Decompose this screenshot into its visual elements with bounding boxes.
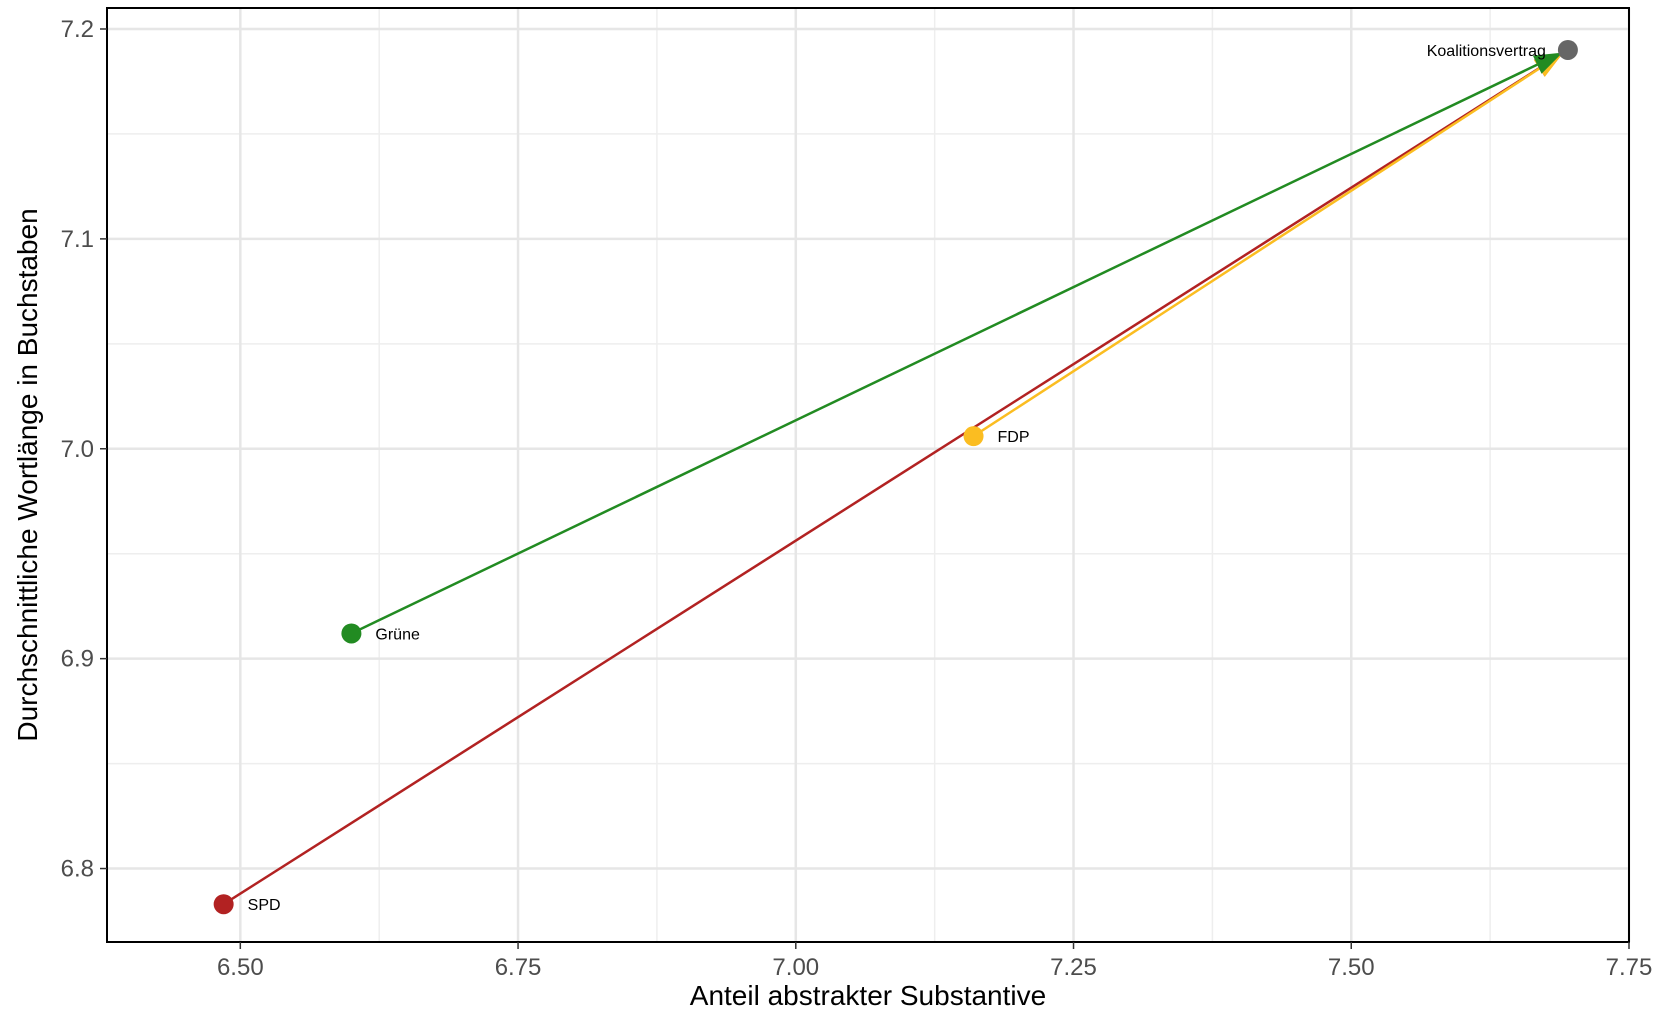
arrow-line-grüne: [350, 63, 1538, 635]
point-label-koalitionsvertrag: Koalitionsvertrag: [1427, 43, 1546, 60]
y-axis-ticks: 6.8 6.9 7.0 7.1 7.2: [61, 16, 107, 883]
arrows-layer: [222, 52, 1563, 906]
x-tick-label: 7.75: [1606, 954, 1653, 981]
y-axis-title: Durchschnittliche Wortlänge in Buchstabe…: [12, 208, 43, 741]
plot-background: [107, 8, 1629, 942]
x-tick-label: 7.25: [1050, 954, 1097, 981]
y-tick-label: 7.2: [61, 16, 94, 43]
point-label-fdp: FDP: [998, 429, 1030, 446]
x-tick-label: 7.50: [1328, 954, 1375, 981]
plot-border: [106, 7, 1630, 943]
x-tick-label: 7.00: [772, 954, 819, 981]
point-label-spd: SPD: [248, 897, 281, 914]
y-tick-label: 6.9: [61, 646, 94, 673]
point-gr-ne: [341, 623, 362, 644]
major-grid-horizontal: [107, 27, 1629, 870]
arrow-head-grüne: [1532, 52, 1563, 74]
point-labels-layer: SPD Grüne FDP Koalitionsvertrag: [248, 43, 1546, 914]
y-tick-label: 6.8: [61, 856, 94, 883]
point-fdp: [963, 426, 984, 447]
point-spd: [213, 894, 234, 915]
arrow-line-fdp: [972, 67, 1541, 438]
x-axis-ticks: 6.50 6.75 7.00 7.25 7.50 7.75: [217, 942, 1652, 981]
minor-grid-vertical: [378, 8, 1491, 942]
point-label-gr-ne: Grüne: [375, 626, 420, 643]
point-koalitionsvertrag: [1557, 39, 1578, 60]
x-tick-label: 6.50: [217, 954, 264, 981]
arrow-line-spd: [222, 67, 1540, 906]
x-tick-label: 6.75: [495, 954, 542, 981]
x-axis-title: Anteil abstrakter Substantive: [690, 980, 1046, 1011]
y-tick-label: 7.1: [61, 226, 94, 253]
y-tick-label: 7.0: [61, 436, 94, 463]
minor-grid-horizontal: [107, 133, 1629, 765]
points-layer: [213, 39, 1578, 915]
